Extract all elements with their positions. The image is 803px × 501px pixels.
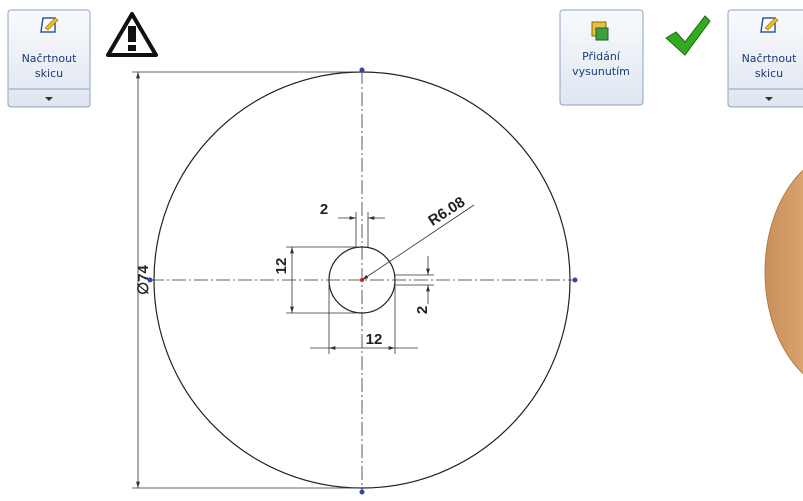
sketch-button[interactable]: Načrtnout skicu [728, 10, 803, 107]
dimension-label: 12 [273, 258, 290, 275]
sketch: ∅74 R6.08 2 12 12 2 [132, 68, 578, 495]
button-label: Načrtnout [742, 52, 798, 65]
dimension-label: 2 [414, 306, 431, 314]
dimension-label: 12 [366, 331, 383, 348]
dimension-label: ∅74 [135, 264, 152, 294]
extrude-button[interactable]: Přidání vysunutím [560, 10, 643, 105]
dimension-label: 2 [320, 201, 328, 218]
confirm-icon[interactable] [655, 10, 714, 65]
screen: Načrtnout skicu Přidání vysunutím Načrtn… [0, 0, 803, 501]
dimension-label: R6.08 [425, 194, 468, 230]
button-label: skicu [35, 67, 63, 80]
button-label: skicu [755, 67, 783, 80]
button-label: Přidání [582, 50, 621, 63]
sketch-button[interactable]: Načrtnout skicu [8, 10, 90, 107]
part-preview [765, 150, 803, 394]
button-label: Načrtnout [22, 52, 78, 65]
rebuild-warning-icon[interactable] [104, 10, 160, 60]
button-label: vysunutím [572, 65, 630, 78]
